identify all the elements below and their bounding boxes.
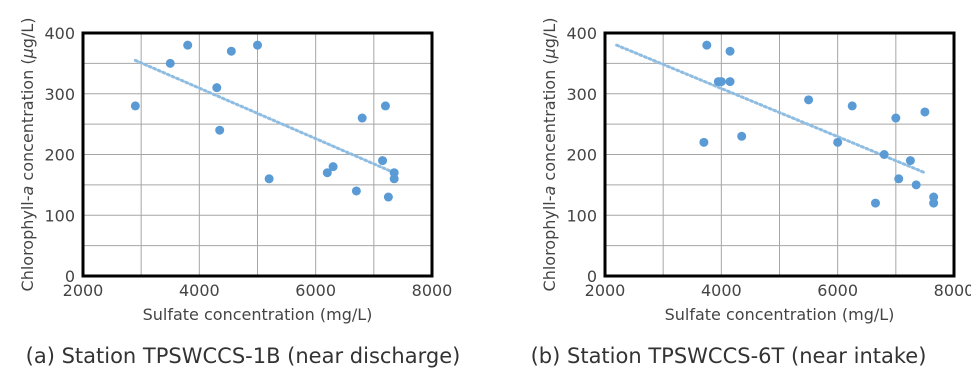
data-point [130,101,140,111]
data-point [920,107,930,117]
data-point [716,77,726,87]
x-tick-label: 2000 [585,281,626,300]
y-tick-label: 400 [566,24,597,43]
data-point [879,150,889,159]
data-point [183,40,193,50]
y-tick-label: 200 [44,146,75,165]
data-point [911,180,921,190]
plot-frame [603,31,956,278]
data-point [894,174,904,184]
data-point [847,101,857,111]
x-tick-label: 6000 [295,281,336,300]
data-point [328,162,338,172]
data-point [725,46,735,56]
plot-frame [81,31,434,278]
data-point [322,168,332,178]
data-point [380,101,390,111]
trend-line [133,58,396,175]
y-tick-label: 0 [65,267,75,286]
x-tick-label: 4000 [179,281,220,300]
data-point [833,137,843,147]
chart-b: 0 100 200 300 400 2000 4000 6000 8000 Sulfate con… [540,18,971,324]
y-tick-label: 100 [44,206,75,225]
data-point [389,174,399,184]
caption-a: (a) Station TPSWCCS-1B (near discharge) [25,344,461,368]
x-tick-label: 6000 [817,281,858,300]
caption-b: (b) Station TPSWCCS-6T (near intake) [530,344,927,368]
chart-panel-b: 0 100 200 300 400 2000 4000 6000 8000 Sulfate con… [486,0,971,372]
y-tick-label: 300 [566,85,597,104]
data-point [264,174,274,184]
data-point [929,198,939,208]
y-axis-label: Chlorophyll-a concentration (µg/L) [540,18,559,292]
trend-line [615,43,927,175]
y-tick-label: 400 [44,24,75,43]
y-tick-label: 100 [566,206,597,225]
x-tick-label: 4000 [701,281,742,300]
y-tick-label: 300 [44,85,75,104]
data-point [702,40,712,50]
data-point [215,125,225,135]
data-point [725,77,735,87]
x-axis-label: Sulfate concentration (mg/L) [665,305,895,324]
data-point [357,113,367,123]
x-tick-label: 2000 [63,281,104,300]
y-tick-label: 200 [566,146,597,165]
chart-a: 0 100 200 300 400 2000 4000 6000 8000 Sulfate con… [18,18,453,324]
data-point [870,198,880,208]
data-point [891,113,901,123]
data-point [699,137,709,147]
x-tick-label: 8000 [412,281,453,300]
data-point [165,58,175,68]
data-point [226,46,236,56]
y-axis-label: Chlorophyll-a concentration (µg/L) [18,18,37,292]
data-point [383,192,393,202]
x-axis-label: Sulfate concentration (mg/L) [143,305,373,324]
data-point [737,131,747,141]
data-point [212,83,222,93]
y-tick-label: 0 [587,267,597,286]
data-point [905,156,915,166]
chart-panel-a: 0 100 200 300 400 2000 4000 6000 8000 Sulfate con… [18,18,461,368]
data-point [253,40,262,50]
x-tick-label: 8000 [934,281,971,300]
data-point [378,156,388,166]
data-point [804,95,814,105]
data-point [351,186,361,196]
